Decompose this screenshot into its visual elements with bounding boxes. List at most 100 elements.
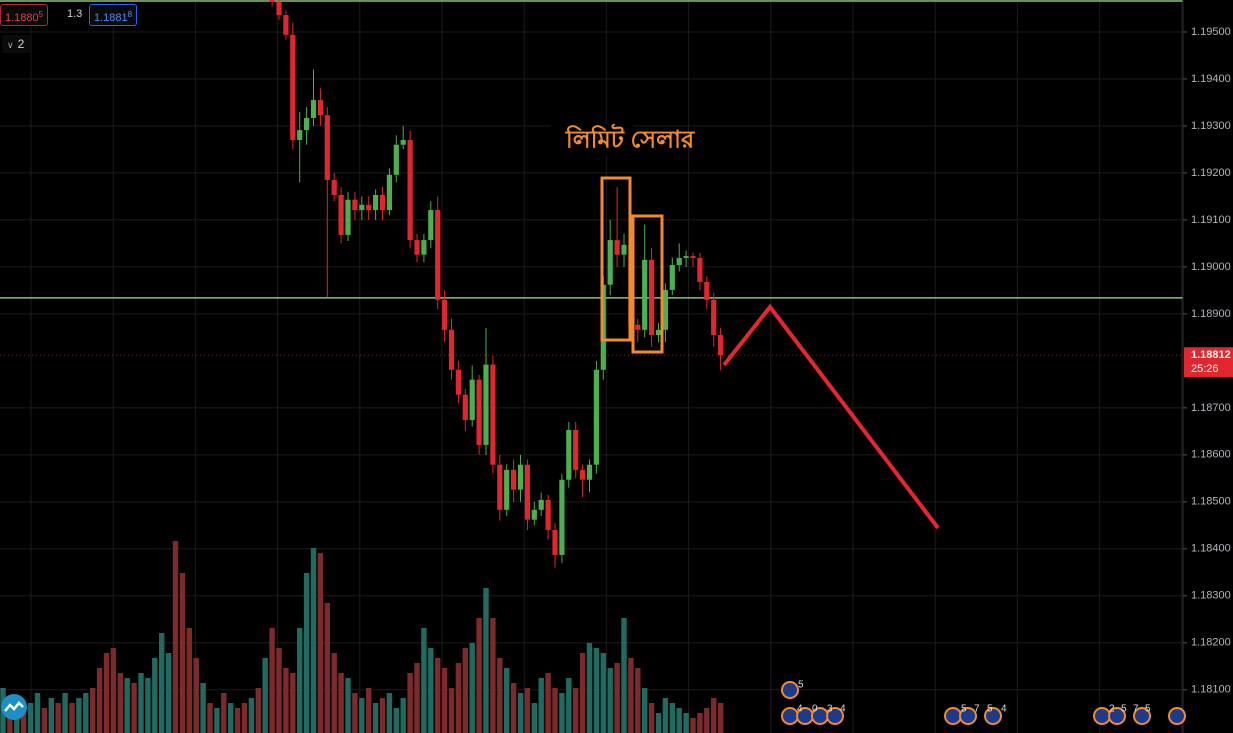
- candle-body: [711, 299, 717, 336]
- volume-bar: [186, 628, 192, 733]
- candle-body: [573, 429, 579, 470]
- candle-body: [718, 335, 724, 356]
- event-icon[interactable]: [1093, 707, 1111, 725]
- candle-body: [538, 499, 544, 510]
- candle-body: [435, 210, 441, 300]
- volume-bar: [586, 643, 593, 733]
- event-icon[interactable]: [984, 707, 1002, 725]
- candle-body: [683, 256, 689, 258]
- volume-bar: [138, 673, 144, 733]
- event-icon[interactable]: [1133, 707, 1151, 725]
- volume-bar: [379, 698, 386, 733]
- volume-bar: [435, 658, 441, 733]
- candle-body: [414, 240, 420, 255]
- volume-bar: [131, 683, 137, 733]
- candle-body: [428, 210, 434, 241]
- bid-price: 1.1880: [5, 12, 39, 24]
- event-icon[interactable]: [1168, 707, 1186, 725]
- annotation-bg: [551, 124, 633, 156]
- y-tick-label: 1.19000: [1191, 261, 1231, 273]
- volume-bar: [172, 541, 179, 733]
- candle-body: [524, 464, 530, 520]
- candle-body: [483, 364, 489, 445]
- event-icon[interactable]: [781, 681, 799, 699]
- volume-bar: [366, 688, 372, 733]
- candle-body: [345, 199, 351, 235]
- candle-body: [662, 289, 668, 330]
- candle-body: [400, 140, 406, 145]
- volume-bar: [711, 698, 717, 733]
- y-tick-label: 1.18200: [1191, 637, 1231, 649]
- candle-body: [580, 469, 586, 480]
- indicator-toggle[interactable]: ∨ 2: [2, 35, 30, 53]
- volume-bar: [704, 708, 710, 733]
- volume-bar: [662, 698, 669, 733]
- volume-bar: [214, 708, 220, 733]
- last-price-label: 1.18812: [1191, 349, 1231, 361]
- candle-body: [607, 240, 613, 285]
- volume-bar: [193, 658, 199, 733]
- volume-bar: [642, 688, 648, 733]
- candle-body: [442, 299, 448, 330]
- candle-body: [586, 464, 593, 480]
- event-icon[interactable]: [781, 707, 799, 725]
- event-icon[interactable]: [826, 707, 844, 725]
- candle-body: [642, 259, 648, 330]
- event-icon[interactable]: [1108, 707, 1126, 725]
- event-icon[interactable]: [944, 707, 962, 725]
- bid-button[interactable]: 1.18805: [0, 4, 49, 26]
- event-badge: 3: [827, 704, 833, 715]
- highlight-box: [600, 176, 632, 342]
- countdown-label: 25:26: [1191, 363, 1219, 375]
- volume-bar: [510, 683, 517, 733]
- logo[interactable]: [1, 694, 27, 720]
- candle-body: [476, 379, 482, 445]
- candle-body: [379, 194, 386, 211]
- candle-body: [517, 464, 524, 490]
- highlight-box: [631, 214, 664, 354]
- volume-bar: [345, 678, 351, 733]
- candle-body: [531, 509, 537, 520]
- volume-bar: [83, 693, 89, 733]
- volume-bar: [228, 703, 234, 733]
- projection-line: [722, 303, 940, 530]
- volume-bar: [290, 673, 296, 733]
- volume-bar: [690, 718, 696, 733]
- candle-body: [490, 364, 496, 465]
- volume-bar: [62, 693, 68, 733]
- volume-bar: [14, 708, 20, 733]
- candle-body: [497, 464, 503, 510]
- last-price-box: [1184, 347, 1233, 378]
- event-icon[interactable]: [959, 707, 977, 725]
- volume-bar: [386, 693, 393, 733]
- volume-bar: [607, 668, 613, 733]
- volume-bar: [269, 628, 275, 733]
- volume-bar: [207, 703, 213, 733]
- candle-body: [469, 379, 475, 421]
- candle-body: [649, 259, 655, 336]
- y-tick-label: 1.18600: [1191, 449, 1231, 461]
- volume-bar: [96, 668, 103, 733]
- volume-bar: [697, 713, 703, 733]
- volume-bar: [200, 683, 206, 733]
- volume-bar: [441, 668, 448, 733]
- ask-pip: 8: [127, 10, 133, 19]
- candle-body: [545, 499, 551, 531]
- volume-bar: [448, 688, 455, 733]
- volume-bar: [317, 553, 324, 733]
- y-tick-label: 1.18900: [1191, 308, 1231, 320]
- candle-body: [407, 140, 413, 241]
- y-tick-label: 1.19400: [1191, 73, 1231, 85]
- event-badge: 2: [1109, 704, 1115, 715]
- volume-bar: [455, 663, 462, 733]
- ask-button[interactable]: 1.18818: [89, 4, 138, 26]
- volume-bar: [635, 668, 641, 733]
- volume-bar: [504, 668, 510, 733]
- volume-bar: [103, 653, 110, 733]
- event-badge: 7: [1133, 704, 1139, 715]
- event-badge: 7: [974, 704, 980, 715]
- volume-bar: [297, 628, 303, 733]
- candle-body: [393, 144, 399, 175]
